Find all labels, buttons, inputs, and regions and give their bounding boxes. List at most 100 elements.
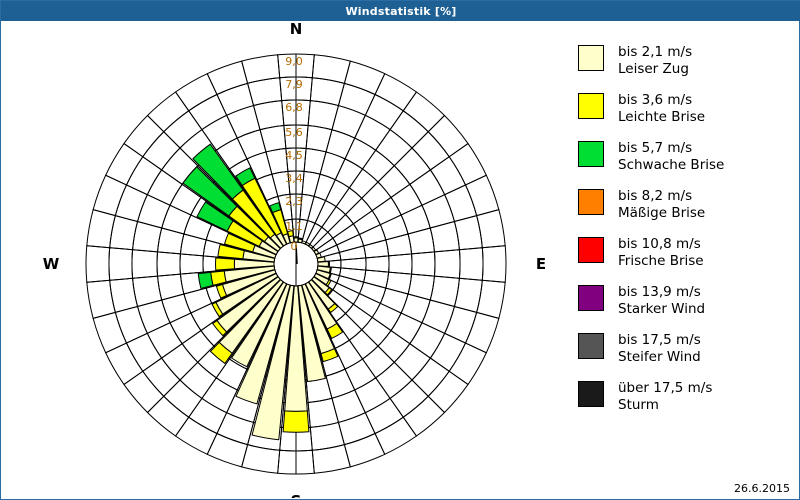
grid-cell: [481, 245, 507, 283]
grid-cell: [409, 169, 446, 206]
grid-cell: [114, 305, 148, 344]
grid-cell: [105, 342, 144, 386]
petal-segment: [316, 256, 326, 263]
legend-color-swatch: [578, 141, 604, 167]
petal-segment: [215, 257, 236, 271]
legend-label-group: bis 2,1 m/s Leiser Zug: [618, 44, 692, 78]
legend-label-group: bis 8,2 m/s Mäßige Brise: [618, 188, 705, 222]
legend-color-swatch: [578, 93, 604, 119]
grid-cell: [375, 128, 413, 167]
petal-segment: [212, 319, 228, 337]
petal-segment: [287, 230, 294, 238]
grid-cell: [105, 142, 144, 186]
grid-cell: [146, 395, 190, 437]
grid-cell: [371, 302, 402, 332]
petal-segment: [327, 272, 332, 280]
legend-name-label: Steifer Wind: [618, 349, 701, 365]
wind-rose-chart: 1,1 2,3 3,4 4,5 5,6 6,8 7,9 9,0 0 N E S W: [43, 22, 546, 498]
petal-segment: [230, 281, 288, 368]
grid-cell: [344, 358, 377, 391]
petal-segment: [304, 241, 311, 247]
petal-segment: [317, 260, 329, 268]
grid-cell: [325, 129, 356, 160]
grid-cell: [385, 271, 413, 295]
grid-cell: [377, 165, 411, 199]
grid-cell: [448, 142, 487, 186]
grid-cell: [361, 149, 395, 183]
legend-label-group: bis 10,8 m/s Frische Brise: [618, 236, 704, 270]
grid-cell: [464, 311, 500, 354]
radial-tick-label: 4,5: [285, 149, 303, 162]
grid-cell: [92, 311, 128, 354]
grid-cell: [241, 54, 281, 84]
grid-cell: [181, 329, 215, 363]
grid-cell: [142, 131, 181, 171]
grid-cell: [361, 316, 392, 347]
grid-cell: [402, 91, 446, 133]
legend-name-label: Frische Brise: [618, 253, 704, 269]
grid-cell: [157, 273, 185, 301]
grid-cell: [206, 60, 249, 96]
legend-name-label: Leichte Brise: [618, 109, 706, 125]
legend-label-group: bis 5,7 m/s Schwache Brise: [618, 140, 724, 174]
grid-cell: [444, 184, 478, 223]
grid-cell: [174, 416, 218, 455]
grid-cell: [361, 181, 392, 212]
grid-cell: [364, 397, 404, 435]
legend-name-label: Mäßige Brise: [618, 205, 706, 221]
grid-cell: [344, 137, 377, 170]
legend-speed-label: bis 3,6 m/s: [618, 92, 693, 108]
grid-cell: [188, 93, 228, 131]
grid-cell: [427, 370, 469, 414]
grid-cell: [179, 253, 204, 275]
legend-item: über 17,5 m/s Sturm: [578, 380, 793, 422]
grid-cell: [331, 104, 366, 139]
grid-cell: [375, 361, 413, 400]
radial-tick-label: 6,8: [285, 101, 303, 114]
petal-segment: [315, 252, 322, 259]
grid-cell: [448, 342, 487, 386]
petal-segment: [182, 166, 238, 217]
petal-segment: [251, 284, 295, 441]
grid-cell: [303, 147, 327, 175]
legend-item: bis 5,7 m/s Schwache Brise: [578, 140, 793, 182]
grid-cell: [337, 82, 376, 116]
grid-cell: [393, 343, 432, 381]
grid-cell: [161, 204, 192, 235]
grid-cell: [365, 255, 390, 273]
legend-name-label: Starker Wind: [618, 301, 706, 317]
grid-cell: [163, 110, 203, 149]
legend-item: bis 13,9 m/s Starker Wind: [578, 284, 793, 326]
legend-speed-label: bis 5,7 m/s: [618, 140, 693, 156]
petal-segment: [324, 287, 333, 296]
petal-segment: [217, 243, 245, 260]
grid-cell: [433, 249, 461, 279]
grid-cell: [188, 397, 228, 435]
legend-color-swatch: [578, 189, 604, 215]
grid-cell: [259, 125, 287, 153]
grid-cell: [361, 345, 395, 379]
grid-cell: [132, 275, 163, 308]
grid-cell: [142, 357, 181, 397]
grid-cell: [160, 343, 199, 381]
grid-cell: [407, 227, 435, 255]
radial-tick-label: 3,4: [285, 172, 303, 185]
petal-segment: [308, 243, 314, 249]
petal-segment: [235, 283, 291, 405]
petal-segment: [209, 341, 233, 365]
grid-cell: [174, 73, 218, 112]
compass-label-north: N: [290, 22, 303, 38]
petal-segment: [192, 143, 244, 200]
grid-cell: [429, 220, 460, 253]
legend-item: bis 10,8 m/s Frische Brise: [578, 236, 793, 278]
window-title: Windstatistik [%]: [345, 4, 457, 18]
legend-speed-label: bis 10,8 m/s: [618, 236, 701, 252]
legend-color-swatch: [578, 45, 604, 71]
petal-segment: [297, 237, 304, 241]
grid-cell: [216, 82, 255, 116]
grid-cell: [201, 377, 238, 414]
grid-cell: [476, 209, 506, 249]
grid-cell: [343, 60, 386, 96]
petal-segment: [326, 322, 344, 340]
